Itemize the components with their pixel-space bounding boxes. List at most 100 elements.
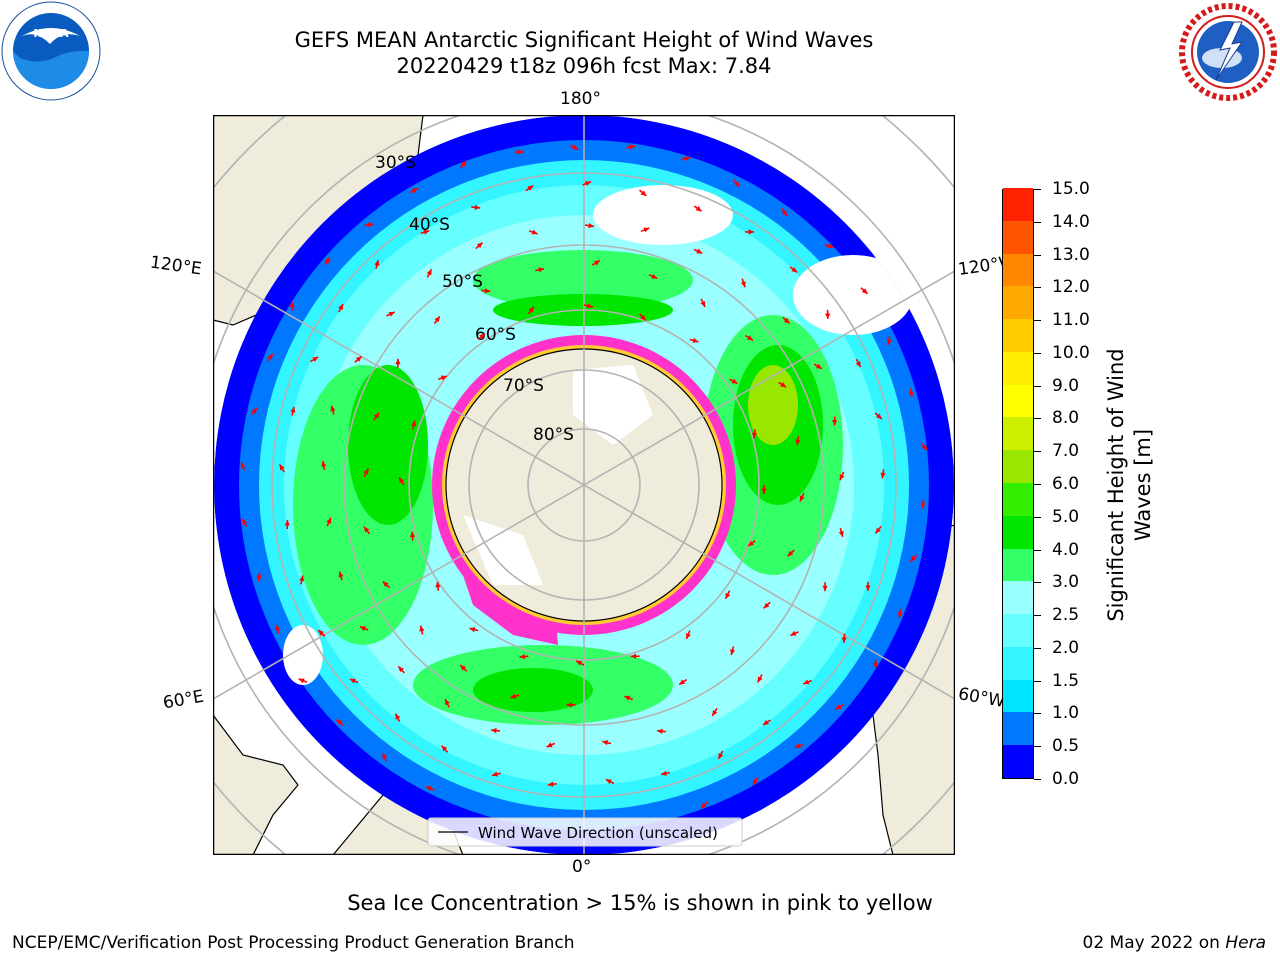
wind-wave-arrowhead <box>795 439 801 446</box>
colorbar-segment <box>1003 449 1033 483</box>
sea-ice-note: Sea Ice Concentration > 15% is shown in … <box>347 891 933 915</box>
wind-wave-arrowhead <box>547 781 554 787</box>
wind-wave-arrowhead <box>538 267 545 273</box>
lat-label-70: 70°S <box>503 376 544 396</box>
wind-wave-arrowhead <box>731 378 738 384</box>
wind-wave-arrowhead <box>594 260 601 266</box>
ice-shelf <box>573 365 653 445</box>
wind-wave-arrowhead <box>411 420 417 427</box>
wind-wave-arrowhead <box>701 802 707 809</box>
wind-wave-arrowhead <box>395 358 401 365</box>
wind-wave-arrowhead <box>367 222 374 228</box>
lat-label-30: 30°S <box>375 153 416 173</box>
wind-wave-arrowhead <box>435 581 441 588</box>
wind-wave-arrowhead <box>748 540 754 547</box>
wind-wave-arrowhead <box>794 743 801 749</box>
colorbar-tick-label: 7.0 <box>1052 441 1080 462</box>
wind-wave-arrowhead <box>695 206 702 212</box>
colorbar-tick-mark <box>1034 385 1041 387</box>
wind-wave-arrowhead <box>279 464 285 471</box>
colorbar-segment <box>1003 744 1033 778</box>
wind-wave-arrowhead <box>586 303 593 309</box>
colorbar-tick-label: 1.5 <box>1052 670 1080 691</box>
wind-wave-arrowhead <box>363 526 370 533</box>
wind-wave-arrowhead <box>712 709 718 716</box>
wind-wave-arrowhead <box>409 531 416 538</box>
wind-wave-arrowhead <box>318 630 324 636</box>
wind-wave-arrowhead <box>440 375 447 381</box>
wind-wave-arrowhead <box>528 306 534 313</box>
colorbar-tick-label: 0.5 <box>1052 736 1080 757</box>
wind-wave-arrowhead <box>679 679 686 685</box>
wind-wave-arrowhead <box>398 666 404 673</box>
colorbar-segment <box>1003 580 1033 615</box>
wind-wave-arrowhead <box>865 585 871 591</box>
colorbar-segment <box>1003 416 1033 451</box>
wind-wave-arrowhead <box>326 517 332 524</box>
wind-wave-arrowhead <box>441 745 448 752</box>
wind-wave-arrowhead <box>256 572 262 579</box>
wind-wave-arrowhead <box>491 728 497 734</box>
wind-wave-arrowhead <box>657 728 663 734</box>
wind-wave-arrowhead <box>835 704 842 710</box>
wind-wave-arrowhead <box>284 520 290 526</box>
wind-wave-arrowhead <box>251 407 258 414</box>
wind-wave-arrowhead <box>572 144 579 150</box>
wind-wave-arrowhead <box>910 555 916 562</box>
wind-wave-arrowhead <box>527 185 534 191</box>
wind-wave-arrowhead <box>783 317 790 324</box>
host-text: Hera <box>1225 933 1266 953</box>
wind-wave-arrowhead <box>920 502 926 509</box>
colorbar-tick-mark <box>1034 647 1041 649</box>
wind-wave-arrowhead <box>803 679 810 685</box>
wind-wave-arrowhead <box>752 778 759 785</box>
legend-label: Wind Wave Direction (unscaled) <box>478 824 718 842</box>
lat-label-40: 40°S <box>409 215 450 235</box>
date-line: 02 May 2022 on Hera <box>1083 933 1267 953</box>
colorbar-tick-mark <box>1034 680 1041 682</box>
colorbar-label: Significant Height of Wind Waves [m] <box>1104 348 1155 622</box>
wind-wave-arrowhead <box>324 257 330 264</box>
wind-wave-arrowhead <box>605 779 612 785</box>
wind-wave-arrowhead <box>445 699 450 706</box>
date-text: 02 May 2022 on <box>1082 933 1220 953</box>
wind-wave-arrowhead <box>661 770 667 776</box>
wind-wave-arrowhead <box>338 304 344 311</box>
wind-wave-arrowhead <box>426 269 432 276</box>
wind-wave-arrowhead <box>752 432 758 439</box>
wind-wave-arrowhead <box>822 585 828 592</box>
wind-wave-arrowhead <box>748 229 755 235</box>
wind-wave-arrows <box>240 144 928 810</box>
wind-wave-arrowhead <box>624 695 631 701</box>
lon-label-60w: 60°W <box>956 684 1007 712</box>
wind-wave-arrowhead <box>762 719 769 725</box>
wind-wave-arrowhead <box>298 678 305 684</box>
wind-wave-arrowhead <box>546 742 553 748</box>
wind-wave-arrowhead <box>460 664 466 671</box>
wind-wave-arrowhead <box>815 363 822 369</box>
title-line-1: GEFS MEAN Antarctic Significant Height o… <box>294 28 874 52</box>
wind-wave-arrowhead <box>531 229 538 235</box>
colorbar-tick-mark <box>1034 516 1041 518</box>
colorbar-tick-mark <box>1034 779 1041 780</box>
noaa-logo: NOAA <box>0 0 102 102</box>
colorbar-segment <box>1003 220 1033 254</box>
wind-wave-arrowhead <box>747 335 753 341</box>
lat-label-50: 50°S <box>442 272 483 292</box>
wind-wave-arrowhead <box>630 653 637 659</box>
colorbar-tick-mark <box>1034 418 1041 420</box>
latitude-labels: 30°S 40°S 50°S 60°S 70°S 80°S <box>375 153 574 445</box>
wind-wave-arrowhead <box>799 495 805 502</box>
nws-logo <box>1176 0 1280 104</box>
wind-wave-arrowhead <box>897 612 903 618</box>
wind-wave-arrowhead <box>855 361 861 368</box>
wind-wave-arrowhead <box>338 571 344 578</box>
colorbar-tick-label: 5.0 <box>1052 506 1080 527</box>
colorbar-tick-label: 13.0 <box>1052 244 1090 265</box>
map-legend: Wind Wave Direction (unscaled) <box>427 817 743 847</box>
colorbar-segment <box>1003 285 1033 320</box>
colorbar-tick-mark <box>1034 484 1041 485</box>
wind-wave-arrowhead <box>838 530 844 537</box>
colorbar-tick-label: 3.0 <box>1052 572 1080 593</box>
wind-wave-arrowhead <box>510 693 517 699</box>
